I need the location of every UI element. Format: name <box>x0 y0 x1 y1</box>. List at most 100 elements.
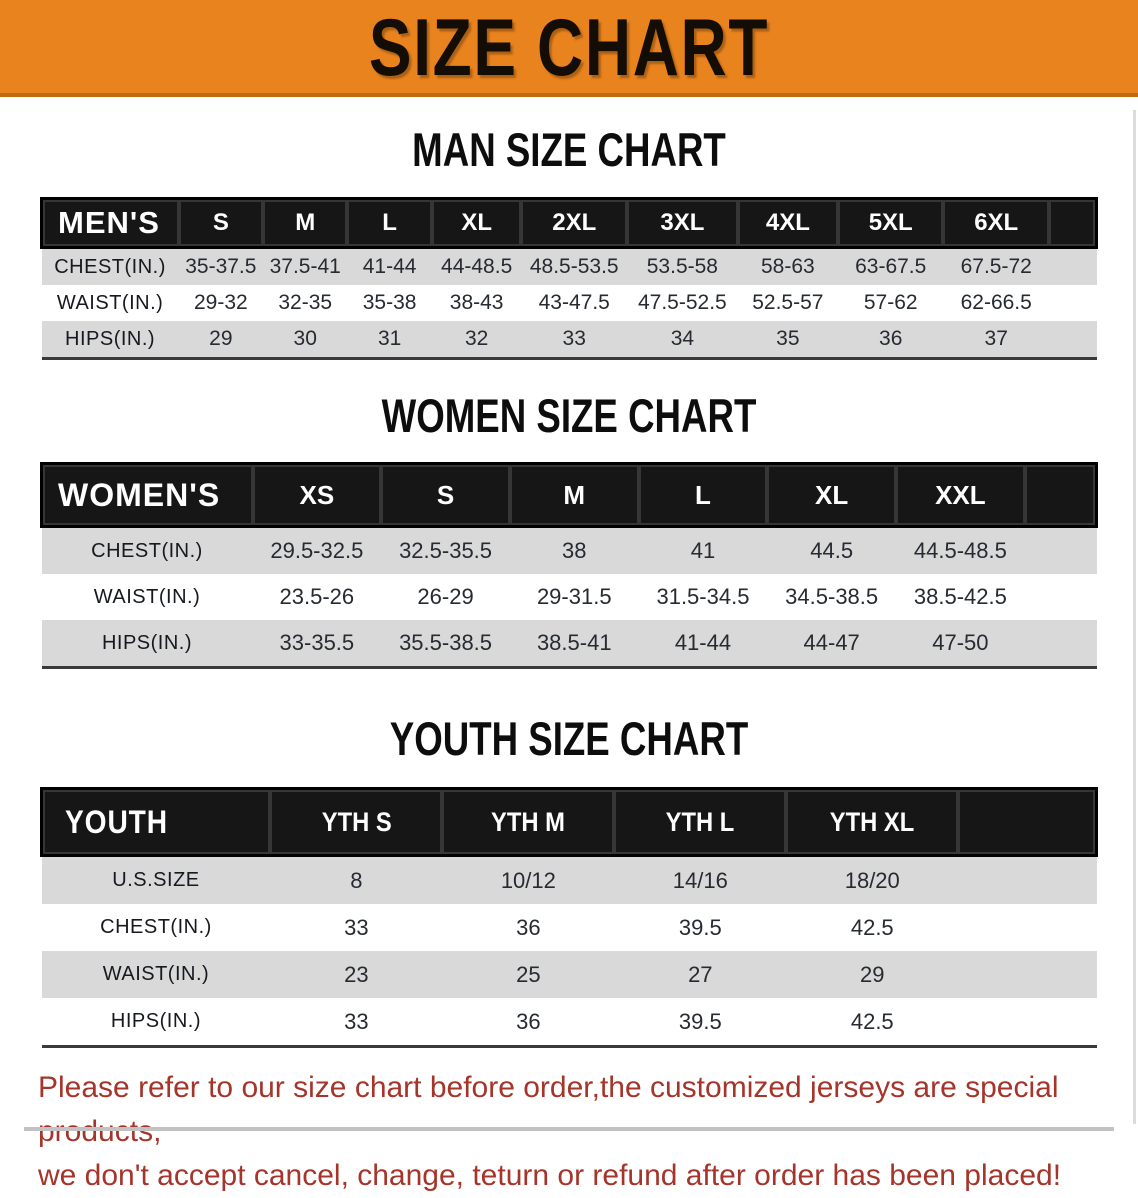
measurement-value: 33 <box>521 321 627 360</box>
table-header-row: WOMEN'S XS S M L XL XXL <box>40 462 1098 528</box>
youth-size-section: YOUTH SIZE CHART YOUTH YTH S YTH M YTH L YTH… <box>0 713 1138 1048</box>
spacer-cell <box>1025 527 1097 575</box>
page-title: SIZE CHART <box>368 0 770 93</box>
measurement-value: 67.5-72 <box>960 255 1032 278</box>
measurement-value: 58-63 <box>761 255 815 278</box>
measurement-value: 29-32 <box>193 291 248 314</box>
measurement-value: 63-67.5 <box>855 255 927 278</box>
measurement-row: CHEST(IN.) 33 36 39.5 42.5 <box>41 904 1097 951</box>
size-column-header: 2XL <box>521 197 627 249</box>
measurement-value: 31.5-34.5 <box>656 584 750 609</box>
size-column-header: 6XL <box>943 197 1049 249</box>
measurement-row: WAIST(IN.) 23 25 27 29 <box>41 951 1097 998</box>
measurement-value: 39.5 <box>614 998 787 1048</box>
measurement-value: 39.5 <box>678 914 722 940</box>
measurement-value: 38 <box>562 538 587 563</box>
measurement-value: 43-47.5 <box>538 291 610 314</box>
measurement-value: 37 <box>943 321 1049 360</box>
spacer-cell <box>1024 462 1098 528</box>
measurement-value: 41 <box>690 538 716 563</box>
measurement-value: 36 <box>442 998 615 1048</box>
bottom-divider <box>24 1127 1114 1131</box>
measurement-value: 32.5-35.5 <box>399 538 493 563</box>
women-section-title: WOMEN SIZE CHART <box>381 389 757 442</box>
measurement-value: 18/20 <box>844 867 900 893</box>
size-column-header: 5XL <box>837 197 944 249</box>
measurement-value: 57-62 <box>863 291 918 314</box>
size-column-header: M <box>263 197 348 249</box>
size-column-header: XL <box>767 462 897 528</box>
measurement-row: HIPS(IN.) 29 30 31 32 33 34 35 36 37 <box>41 321 1097 360</box>
man-size-section: MAN SIZE CHART MEN'S S M L XL 2XL 3XL 4XL 5XL 6XL… <box>0 124 1138 360</box>
measurement-value: 38.5-42.5 <box>913 584 1007 609</box>
size-column-header: XS <box>252 462 382 528</box>
spacer-cell <box>1048 321 1097 360</box>
measurement-value: 29 <box>178 321 264 360</box>
measurement-value: 35.5-38.5 <box>381 620 510 669</box>
measurement-value: 47-50 <box>896 620 1025 669</box>
measurement-value: 62-66.5 <box>960 291 1032 314</box>
spacer-cell <box>1049 248 1097 286</box>
measurement-value: 10/12 <box>500 867 556 893</box>
youth-section-title: YOUTH SIZE CHART <box>389 712 749 765</box>
measurement-value: 48.5-53.5 <box>529 255 619 278</box>
measurement-value: 37.5-41 <box>269 255 341 278</box>
table-header-row: MEN'S S M L XL 2XL 3XL 4XL 5XL 6XL <box>39 197 1098 249</box>
spacer-cell <box>958 856 1096 905</box>
disclaimer: Please refer to our size chart before or… <box>38 1066 1100 1198</box>
right-edge-divider <box>1133 110 1136 1124</box>
women-size-section: WOMEN SIZE CHART WOMEN'S XS S M L XL XXL CHEST(… <box>0 390 1138 669</box>
measurement-value: 29-31.5 <box>536 584 612 609</box>
spacer-cell <box>958 998 1097 1048</box>
measurement-row: HIPS(IN.) 33 36 39.5 42.5 <box>41 998 1097 1048</box>
measurement-row: WAIST(IN.) 23.5-26 26-29 29-31.5 31.5-34.5 34… <box>41 574 1097 620</box>
measurement-value: 25 <box>516 961 541 987</box>
measurement-value: 44-48.5 <box>441 255 513 278</box>
spacer-cell <box>958 904 1096 951</box>
measurement-value: 33 <box>270 998 443 1048</box>
measurement-label: WAIST(IN.) <box>102 963 210 985</box>
size-column-header: L <box>347 197 432 249</box>
size-column-header: 4XL <box>737 197 838 249</box>
measurement-value: 33 <box>344 914 369 940</box>
man-size-table: MEN'S S M L XL 2XL 3XL 4XL 5XL 6XL CHEST(IN.) 35-37… <box>39 197 1098 360</box>
measurement-value: 41-44 <box>362 255 417 278</box>
measurement-value: 27 <box>688 961 713 987</box>
measurement-value: 26-29 <box>417 584 474 609</box>
measurement-label: HIPS(IN.) <box>41 998 271 1048</box>
measurement-label: WAIST(IN.) <box>93 585 201 608</box>
measurement-row: CHEST(IN.) 35-37.5 37.5-41 41-44 44-48.5 48.5… <box>41 247 1097 286</box>
measurement-row: WAIST(IN.) 29-32 32-35 35-38 38-43 43-47.5 47.… <box>41 285 1097 321</box>
table-group-label: WOMEN'S <box>40 462 253 528</box>
spacer-cell <box>1048 197 1098 249</box>
table-group-label: MEN'S <box>39 197 179 249</box>
table-header-row: YOUTH YTH S YTH M YTH L YTH XL <box>40 787 1099 857</box>
measurement-label: HIPS(IN.) <box>41 321 179 360</box>
size-column-header: XL <box>431 197 522 249</box>
size-column-header: L <box>638 462 768 528</box>
table-group-label: YOUTH <box>40 787 271 857</box>
measurement-label: CHEST(IN.) <box>54 255 166 278</box>
measurement-value: 36 <box>516 914 541 940</box>
man-section-title: MAN SIZE CHART <box>412 123 726 176</box>
measurement-value: 35 <box>737 321 838 360</box>
measurement-label: HIPS(IN.) <box>41 620 253 669</box>
measurement-value: 34.5-38.5 <box>785 584 879 609</box>
measurement-value: 34 <box>626 321 738 360</box>
measurement-value: 29 <box>860 961 885 987</box>
spacer-cell <box>1024 620 1097 669</box>
measurement-label: WAIST(IN.) <box>56 291 164 314</box>
measurement-value: 35-37.5 <box>185 255 257 278</box>
measurement-row: HIPS(IN.) 33-35.5 35.5-38.5 38.5-41 41-44 44-… <box>41 620 1097 669</box>
spacer-cell <box>958 787 1099 857</box>
size-column-header: YTH M <box>442 787 615 857</box>
measurement-value: 14/16 <box>672 867 728 893</box>
spacer-cell <box>1049 285 1097 321</box>
measurement-value: 38.5-41 <box>509 620 639 669</box>
spacer-cell <box>958 951 1096 998</box>
disclaimer-line-2: we don't accept cancel, change, teturn o… <box>38 1159 1062 1192</box>
measurement-row: CHEST(IN.) 29.5-32.5 32.5-35.5 38 41 44.5 44.5… <box>41 526 1097 575</box>
measurement-value: 44-47 <box>767 620 897 669</box>
measurement-value: 47.5-52.5 <box>637 291 727 314</box>
